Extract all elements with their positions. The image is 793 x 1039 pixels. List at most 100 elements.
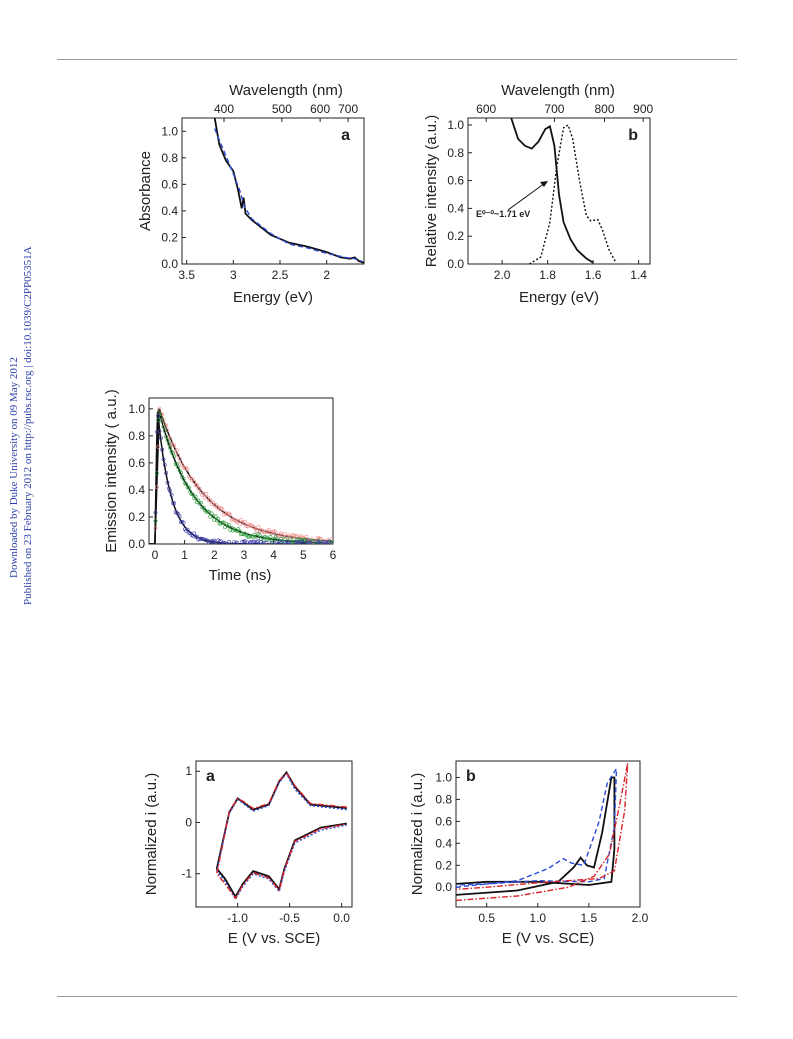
data-marker	[164, 471, 169, 475]
x-tick-label: 3.5	[178, 268, 195, 282]
y-tick-label: 0.6	[435, 814, 452, 828]
data-marker	[231, 545, 234, 548]
data-marker	[279, 541, 283, 544]
y-tick-label: 0.8	[435, 792, 452, 806]
data-marker	[292, 545, 295, 548]
data-marker	[168, 489, 173, 493]
data-marker	[193, 494, 198, 499]
y-tick-labels: 0.0 0.2 0.4 0.6 0.8 1.0	[128, 402, 153, 551]
series-group	[510, 118, 617, 264]
data-marker	[175, 448, 179, 453]
data-marker	[161, 457, 166, 462]
y-tick-labels: 0.0 0.2 0.4 0.6 0.8 1.0	[447, 118, 472, 271]
data-marker	[310, 545, 313, 548]
data-marker	[274, 543, 277, 544]
data-marker	[196, 498, 201, 503]
data-marker	[300, 539, 305, 544]
annotation-arrow	[507, 182, 546, 211]
data-marker	[308, 540, 313, 544]
data-marker	[195, 534, 199, 539]
data-marker	[199, 536, 203, 541]
figure-1a-absorbance-chart: Wavelength (nm) 400 500 600 700 0.00.20.40.…	[137, 82, 365, 306]
fit-curve-1	[149, 408, 333, 544]
data-marker	[171, 451, 175, 456]
x-tick-label: 0.5	[478, 911, 495, 925]
data-marker	[253, 534, 258, 539]
x-axis-title: E (V vs. SCE)	[228, 930, 321, 947]
plot-frame	[467, 117, 651, 265]
data-marker	[293, 545, 296, 548]
y-tick-label: 1.0	[435, 770, 452, 784]
data-marker	[220, 542, 225, 544]
data-marker	[304, 534, 309, 539]
y-tick-label: 0.4	[161, 204, 178, 218]
data-markers-5	[153, 413, 333, 548]
data-marker	[224, 542, 229, 544]
data-marker	[172, 501, 177, 506]
y-tick-label: 0.2	[128, 510, 145, 524]
data-marker	[228, 542, 233, 544]
y-tick-label: 0.0	[161, 257, 178, 271]
watermark-line-published[interactable]: Published on 23 February 2012 on http://…	[22, 246, 34, 605]
data-marker	[195, 483, 199, 487]
data-marker	[212, 538, 217, 543]
data-marker	[215, 541, 219, 544]
data-marker	[212, 517, 217, 522]
x-tick-label: 1.4	[630, 268, 647, 282]
data-marker	[319, 541, 323, 544]
x-axis-title: Energy (eV)	[233, 289, 313, 306]
data-marker	[321, 545, 324, 548]
y-tick-label: 1.0	[128, 402, 145, 416]
fit-curve-2	[149, 411, 333, 544]
data-marker	[208, 498, 213, 503]
x-tick-label: 1.6	[585, 268, 602, 282]
x-tick-label: 0.0	[333, 911, 350, 925]
series-line-1	[456, 766, 618, 888]
x2-tick-label: 600	[476, 102, 496, 116]
data-marker	[197, 486, 202, 491]
x-tick-label: -1.0	[227, 911, 248, 925]
data-marker	[199, 490, 203, 494]
data-marker	[291, 543, 293, 544]
data-marker	[288, 542, 293, 544]
data-marker	[156, 418, 161, 423]
data-markers-3	[153, 406, 333, 544]
y-tick-label: 0.2	[161, 230, 178, 244]
x2-tick-label: 800	[594, 102, 614, 116]
y-tick-label: 0.8	[128, 429, 145, 443]
data-marker	[175, 462, 179, 466]
data-marker	[269, 540, 274, 544]
data-marker	[221, 540, 226, 544]
x-tick-label: 5	[300, 548, 307, 562]
data-marker	[167, 441, 171, 446]
x-tick-label: 3	[230, 268, 237, 282]
data-marker	[237, 522, 242, 527]
data-marker	[192, 480, 197, 484]
data-marker	[165, 438, 170, 443]
data-markers-4	[153, 411, 333, 544]
data-marker	[179, 520, 183, 525]
y-tick-labels: 0.0 0.2 0.4 0.6 0.8 1.0	[435, 770, 460, 894]
data-marker	[328, 543, 330, 544]
watermark-line-downloaded[interactable]: Downloaded by Duke University on 09 May …	[8, 357, 20, 578]
data-marker	[163, 463, 167, 467]
y-tick-label: 0.0	[435, 880, 452, 894]
data-marker	[164, 435, 169, 439]
x-tick-label: 2.0	[494, 268, 511, 282]
plot-frame	[455, 760, 641, 908]
data-marker	[172, 454, 177, 459]
data-marker	[311, 542, 315, 544]
data-marker	[245, 534, 250, 539]
data-marker	[171, 501, 175, 506]
series-line-0	[456, 776, 616, 896]
x2-tick-labels: 400 500 600 700	[214, 102, 358, 122]
data-marker	[216, 517, 221, 521]
panel-label-b: b	[628, 127, 638, 144]
data-marker	[266, 545, 269, 548]
data-marker	[251, 539, 255, 544]
data-marker	[154, 430, 159, 434]
data-marker	[288, 535, 293, 540]
annotation-e00: E⁰⁻⁰~1.71 eV	[476, 209, 530, 219]
data-marker	[326, 542, 330, 544]
y-tick-label: 0.0	[128, 537, 145, 551]
